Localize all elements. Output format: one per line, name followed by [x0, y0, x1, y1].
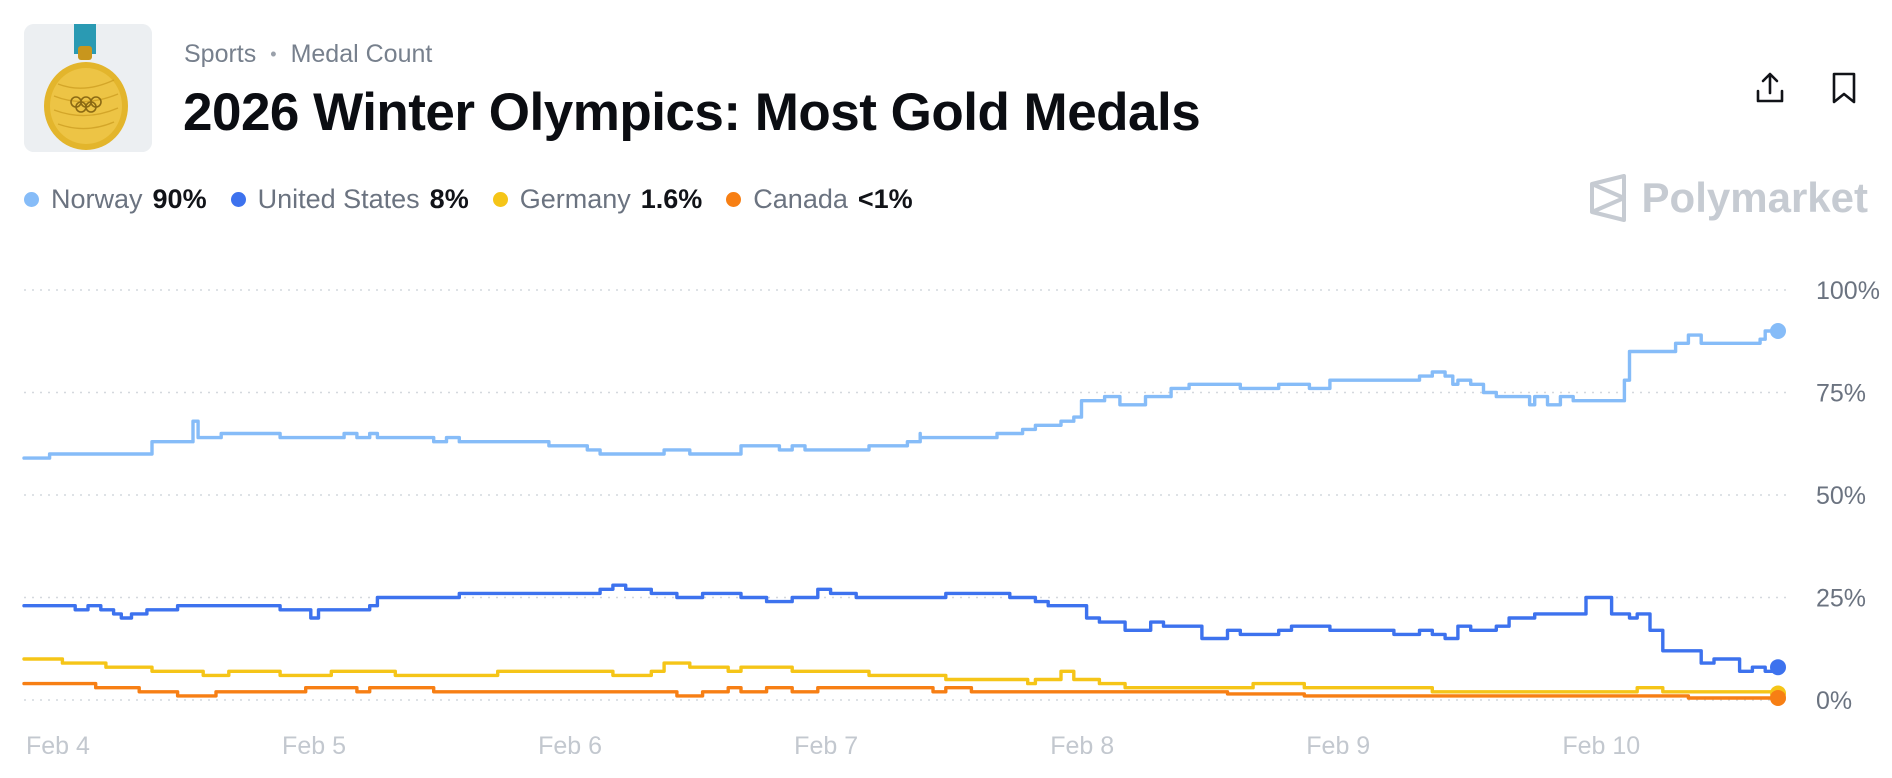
chart-axes: 0% 25% 50% 75% 100% Feb 4 Feb 5 Feb 6 Feb 7 Feb 8… [26, 277, 1880, 760]
series-endpoint-united-states[interactable] [1770, 659, 1786, 676]
legend-value: 90% [152, 184, 207, 214]
series-endpoint-canada[interactable] [1770, 689, 1786, 706]
header-actions [1752, 68, 1862, 108]
share-icon [1756, 72, 1784, 103]
breadcrumb-separator: • [270, 44, 277, 64]
legend-value: <1% [857, 184, 913, 214]
legend-name: Germany [519, 184, 631, 214]
x-tick-label: Feb 9 [1306, 732, 1370, 760]
polymarket-brand: Polymarket [1586, 174, 1868, 222]
bookmark-icon [1832, 72, 1856, 104]
gold-medal-icon [24, 24, 152, 152]
breadcrumb-category[interactable]: Sports [184, 40, 257, 68]
polymarket-logo-icon [1589, 174, 1626, 222]
series-line-germany[interactable] [22, 657, 1780, 696]
legend-name: Norway [51, 184, 143, 214]
y-tick-label: 25% [1816, 585, 1866, 613]
legend-item-canada[interactable]: Canada <1% [726, 184, 913, 215]
x-tick-label: Feb 8 [1050, 732, 1114, 760]
x-tick-label: Feb 4 [26, 732, 90, 760]
breadcrumb: Sports • Medal Count [184, 40, 432, 69]
series-line-canada[interactable] [22, 681, 1780, 700]
y-tick-label: 100% [1816, 277, 1880, 305]
legend-name: Canada [753, 184, 848, 214]
market-thumbnail [24, 24, 152, 152]
series-line-norway[interactable] [22, 329, 1780, 460]
legend-dot-germany [492, 192, 508, 207]
chart-legend: Norway 90% United States 8% Germany 1.6%… [24, 184, 937, 215]
chart-series [22, 323, 1786, 706]
series-line-united-states[interactable] [22, 583, 1780, 673]
legend-value: 1.6% [640, 184, 703, 214]
legend-dot-norway [24, 192, 39, 207]
bookmark-button[interactable] [1826, 68, 1862, 108]
brand-name: Polymarket [1641, 174, 1868, 221]
x-tick-label: Feb 6 [538, 732, 602, 760]
legend-dot-united-states [230, 192, 246, 207]
series-endpoint-norway[interactable] [1770, 323, 1786, 339]
legend-dot-canada [726, 192, 742, 207]
legend-name: United States [257, 184, 420, 214]
legend-item-germany[interactable]: Germany 1.6% [492, 184, 703, 215]
legend-item-united-states[interactable]: United States 8% [230, 184, 469, 215]
share-button[interactable] [1752, 68, 1788, 108]
legend-item-norway[interactable]: Norway 90% [24, 184, 207, 215]
y-tick-label: 50% [1816, 482, 1866, 510]
y-tick-label: 0% [1816, 687, 1852, 715]
x-tick-label: Feb 5 [282, 732, 346, 760]
x-tick-label: Feb 7 [794, 732, 858, 760]
legend-value: 8% [429, 184, 469, 214]
chart-grid [24, 289, 1792, 701]
x-tick-label: Feb 10 [1562, 732, 1640, 760]
page-title: 2026 Winter Olympics: Most Gold Medals [183, 83, 1201, 142]
y-tick-label: 75% [1816, 380, 1866, 408]
breadcrumb-subcategory[interactable]: Medal Count [290, 40, 433, 68]
